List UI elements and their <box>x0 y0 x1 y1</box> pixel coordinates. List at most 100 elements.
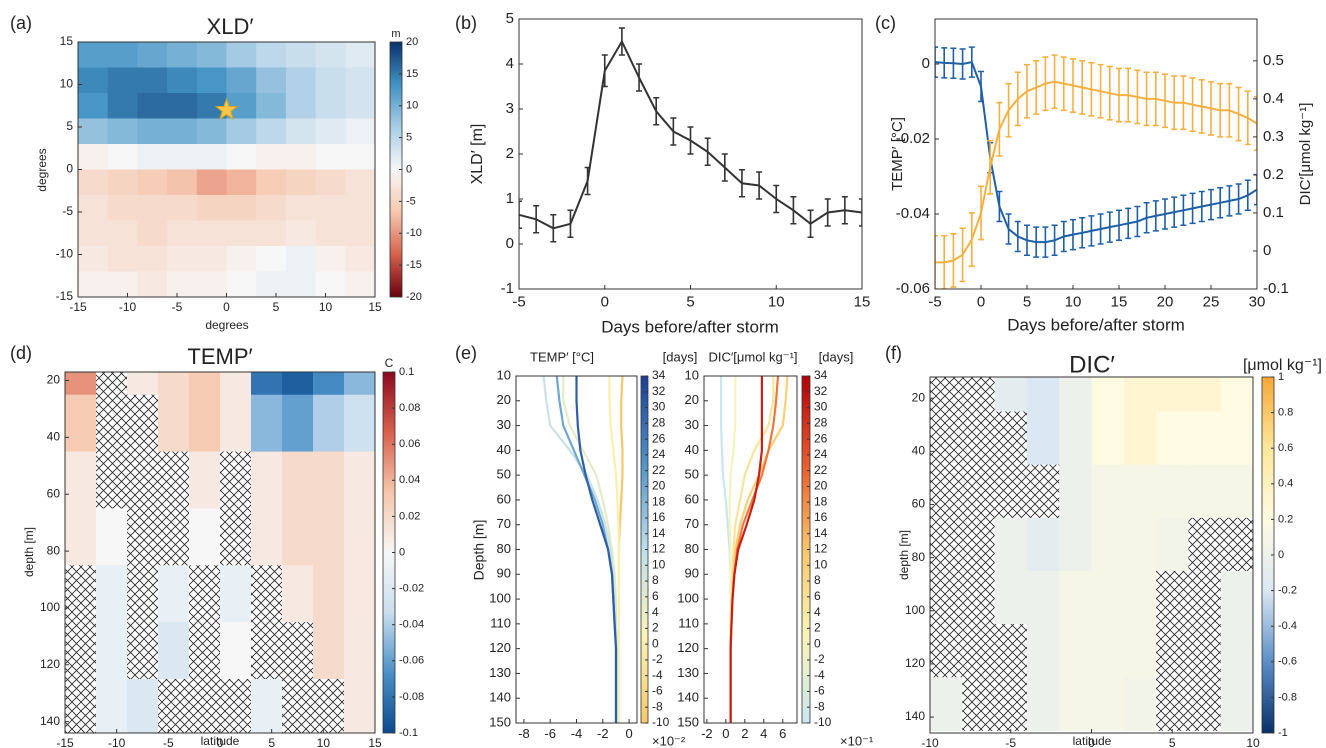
colorbar-tick-label: 0.2 <box>1278 513 1293 525</box>
x-axis-label: Days before/after storm <box>601 317 779 336</box>
x-tick-label: -10 <box>108 736 126 748</box>
heatmap-cell <box>137 118 168 145</box>
y-tick-label: 80 <box>497 541 511 556</box>
y2-tick-label: 0.4 <box>1263 90 1284 107</box>
heatmap-cell <box>137 220 168 247</box>
heatmap-cell <box>167 271 198 297</box>
x-tick-label: 5 <box>268 736 275 748</box>
heatmap-cell <box>158 372 190 396</box>
heatmap-cell <box>78 42 109 68</box>
y-tick-label: 20 <box>912 390 926 404</box>
heatmap-cell <box>78 220 109 247</box>
heatmap-cell <box>167 118 198 145</box>
y-tick-label: -0.04 <box>896 205 930 222</box>
plot-area <box>519 27 862 243</box>
x-tick-label: 15 <box>854 293 871 310</box>
heatmap-cell <box>107 220 138 247</box>
heatmap-cell <box>256 169 287 196</box>
significance-hatch <box>1156 677 1189 731</box>
heatmap-cell <box>137 144 168 170</box>
heatmap-cell <box>158 622 190 680</box>
heatmap-cell <box>345 118 375 145</box>
colorbar-tick-label: 12 <box>652 542 666 556</box>
heatmap-cell <box>137 271 168 297</box>
colorbar-tick-label: -0.1 <box>399 727 418 739</box>
x-tick-label: 15 <box>368 736 382 748</box>
x-offset-label: ×10⁻¹ <box>840 733 874 748</box>
significance-hatch <box>313 678 345 733</box>
heatmap-cell <box>96 508 128 566</box>
y-tick-label: 150 <box>677 714 699 729</box>
x-tick-label: 15 <box>368 300 382 314</box>
y-tick-label: 60 <box>47 486 61 500</box>
colorbar-tick-label: 0.08 <box>399 402 420 414</box>
panel-label: (a) <box>10 13 32 33</box>
x-tick-label: 0 <box>1088 736 1095 748</box>
plot-area <box>935 46 1257 289</box>
heatmap-cell <box>345 67 375 94</box>
significance-hatch <box>65 565 97 623</box>
y-tick-label: 80 <box>912 550 926 564</box>
significance-hatch <box>220 678 252 733</box>
heatmap-cell <box>282 372 314 396</box>
colorbar-tick-label: -0.06 <box>399 655 424 667</box>
y-tick-label: 110 <box>678 615 699 630</box>
heatmap-cell <box>256 93 287 119</box>
heatmap-cell <box>285 93 317 119</box>
y-tick-label: 40 <box>685 442 699 457</box>
significance-hatch <box>994 411 1028 466</box>
heatmap-cell <box>344 451 375 509</box>
heatmap-cell <box>167 195 198 221</box>
panel-label: (b) <box>455 13 477 33</box>
y-tick-label: 1 <box>506 190 514 207</box>
heatmap-cell <box>256 220 287 247</box>
colorbar-tick-label: -0.04 <box>399 619 424 631</box>
heatmap-cell <box>107 144 138 170</box>
x-tick-label: -4 <box>571 726 583 741</box>
heatmap-cell <box>313 451 345 509</box>
heatmap-cell <box>78 144 109 170</box>
heatmap-cell <box>256 42 287 68</box>
significance-hatch <box>994 677 1028 731</box>
heatmap-cell <box>256 144 287 170</box>
x-axis-label: latitude <box>1073 734 1112 748</box>
heatmap-cell <box>1123 570 1157 625</box>
colorbar-tick-label: 6 <box>652 589 659 603</box>
heatmap-cell <box>1091 570 1125 625</box>
heatmap-cell <box>1026 411 1060 466</box>
heatmap-cell <box>226 144 257 170</box>
colorbar-tick-label: 20 <box>652 479 666 493</box>
x-tick-label: -10 <box>921 736 939 748</box>
plot-area <box>78 42 375 297</box>
error-bar <box>935 46 938 78</box>
error-bar <box>1254 96 1257 151</box>
heatmap-cell <box>285 246 317 272</box>
colorbar-tick-label: 15 <box>406 68 418 80</box>
error-bar <box>935 234 938 289</box>
heatmap-cell <box>256 118 287 145</box>
axes-frame <box>934 18 1258 290</box>
heatmap-cell <box>196 246 227 272</box>
significance-hatch <box>65 678 97 733</box>
heatmap-cell <box>1123 624 1157 678</box>
panel: DIC′[μmol kg⁻¹]×10⁻¹-2 0 2 4 610203040506070… <box>677 349 874 748</box>
y-tick-label: -0.02 <box>896 130 930 147</box>
x-tick-label: -8 <box>518 726 530 741</box>
chart-title: DIC′ <box>1069 351 1115 378</box>
colorbar-tick-label: 10 <box>814 557 828 571</box>
heatmap-cell <box>1026 570 1060 625</box>
panel-label: (f) <box>885 343 902 363</box>
y-tick-label: 140 <box>677 690 699 705</box>
heatmap-cell <box>196 144 227 170</box>
y-tick-label: 10 <box>497 367 511 382</box>
y-tick-label: 90 <box>497 566 511 581</box>
colorbar-tick-label: 26 <box>652 431 666 445</box>
significance-hatch <box>189 678 221 733</box>
significance-hatch <box>220 508 252 566</box>
chart-title: TEMP′ [°C] <box>530 349 594 364</box>
colorbar-tick-label: -4 <box>652 668 663 682</box>
significance-hatch <box>127 451 159 509</box>
heatmap-cell <box>226 118 257 145</box>
x-tick-label: -6 <box>544 726 556 741</box>
heatmap-cell <box>315 118 346 145</box>
